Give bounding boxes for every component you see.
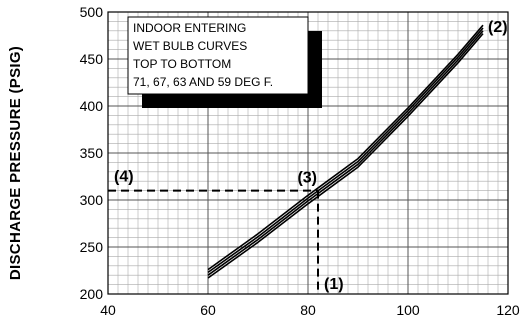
y-axis-ticks: 200 250 300 350 400 450 500: [80, 4, 104, 302]
annotation-line: 71, 67, 63 AND 59 DEG F.: [133, 75, 273, 89]
wet-bulb-curve: [207, 33, 484, 279]
annotation-box-background: [127, 16, 309, 95]
plot-frame: [107, 11, 509, 295]
point-markers: (1) (2) (3) (4): [114, 19, 508, 293]
y-tick-label: 200: [80, 286, 104, 302]
y-tick-label: 500: [80, 4, 104, 20]
x-tick-label: 80: [300, 302, 316, 318]
x-tick-label: 120: [496, 302, 520, 318]
annotation-line: TOP TO BOTTOM: [133, 57, 231, 71]
x-tick-label: 60: [200, 302, 216, 318]
x-tick-label: 100: [396, 302, 420, 318]
x-axis-ticks: 40 60 80 100 120: [100, 302, 520, 318]
y-tick-label: 350: [80, 145, 104, 161]
marker-label: (2): [488, 19, 508, 36]
y-tick-label: 450: [80, 51, 104, 67]
x-tick-label: 40: [100, 302, 116, 318]
wet-bulb-curves: [207, 24, 484, 279]
annotation-line: INDOOR ENTERING: [133, 21, 246, 35]
y-tick-label: 400: [80, 98, 104, 114]
wet-bulb-curve: [207, 27, 484, 274]
y-tick-label: 300: [80, 192, 104, 208]
marker-label: (3): [297, 170, 317, 187]
y-tick-label: 250: [80, 239, 104, 255]
wet-bulb-curve: [207, 24, 484, 271]
annotation-line: WET BULB CURVES: [133, 39, 247, 53]
marker-label: (1): [324, 276, 344, 293]
guide-lines: [108, 189, 319, 294]
wet-bulb-curve: [207, 30, 484, 276]
annotation-text: INDOOR ENTERING WET BULB CURVES TOP TO BOT…: [133, 21, 273, 89]
marker-label: (4): [114, 169, 134, 186]
annotation-box: INDOOR ENTERING WET BULB CURVES TOP TO BOT…: [127, 16, 322, 108]
y-axis-label: DISCHARGE PRESSURE (PSIG): [7, 46, 24, 280]
